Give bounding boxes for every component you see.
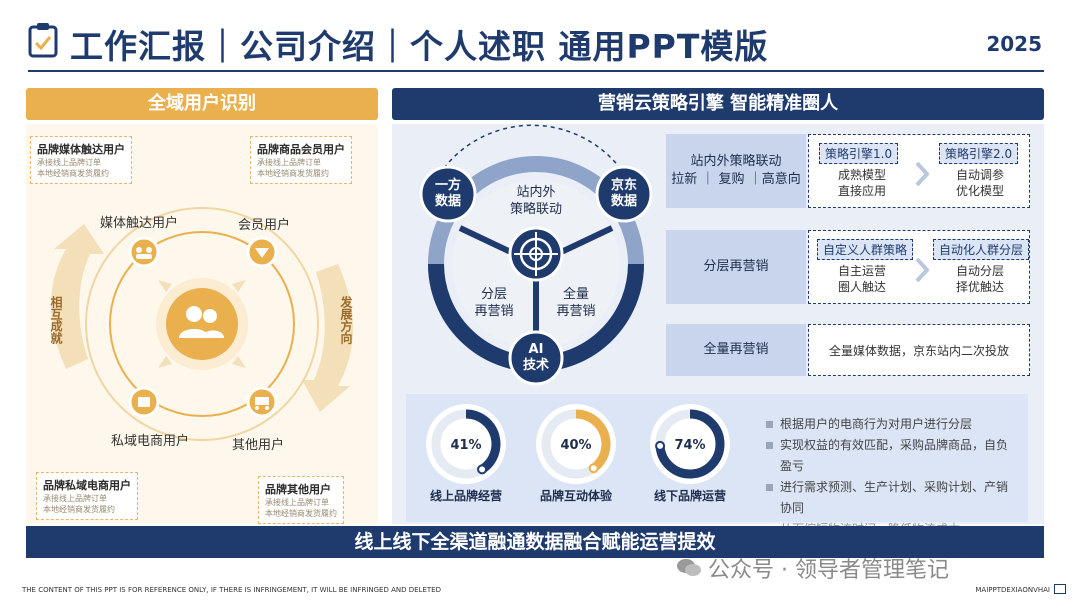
clipboard-icon	[28, 23, 58, 58]
bullet-list: 根据用户的电商行为对用户进行分层 实现权益的有效匹配，采购品牌商品，自负盈亏 进…	[766, 414, 1016, 540]
badge-jd: 京东 数据	[610, 178, 637, 209]
kpi-donut-arc	[465, 409, 501, 474]
strategy-row-tiered: 分层再营销 自定义人群策略 自动化人群分层 自主运营 圈人触达 自动分层 择优触达	[666, 230, 1030, 304]
right-section-banner: 营销云策略引擎 智能精准圈人	[392, 88, 1044, 120]
node-label-private: 私域电商用户	[110, 434, 189, 449]
kpi-value: 74%	[674, 438, 706, 453]
list-item: 实现权益的有效匹配，采购品牌商品，自负盈亏	[766, 435, 1016, 477]
node-label-member: 会员用户	[238, 218, 291, 233]
header: 工作汇报｜公司介绍｜个人述职 通用PPT模版 2025	[28, 14, 1052, 70]
badge-first-party: 一方 数据	[434, 178, 461, 209]
ring-center-label: 站内外 策略联动	[509, 185, 562, 217]
chevron-right-icon	[915, 257, 929, 283]
footer-brand: MAIPPTDEXIAONVHAI	[975, 586, 1050, 594]
first-party-data-badge	[419, 165, 477, 223]
badge-ai: AI 技术	[522, 342, 549, 373]
kpi-label: 线上品牌经营	[429, 489, 502, 503]
strategy-row-joint: 站内外策略联动 拉新 ｜ 复购 ｜高意向 策略引擎1.0 策略引擎2.0 成熟模…	[666, 134, 1030, 208]
kpi-section: 41% 40% 74% 线上品牌经营 品牌互动体验 线下品牌运营 根据用户的电商…	[406, 394, 1028, 536]
right-curved-arrow	[302, 264, 353, 412]
chevron-right-icon	[915, 161, 929, 187]
left-section-banner: 全域用户识别	[26, 88, 378, 120]
user-cycle-diagram	[51, 207, 353, 441]
strategy-row-full: 全量再营销 全量媒体数据，京东站内二次投放	[666, 324, 1030, 376]
callout-member-users: 品牌商品会员用户 承接线上品牌订单 本地经销商发货履约	[250, 136, 352, 184]
auto-tiering-tag: 自动化人群分层	[933, 239, 1030, 260]
other-node-icon	[246, 386, 278, 418]
node-label-other: 其他用户	[232, 438, 285, 453]
callout-other-users: 品牌其他用户 承接线上品牌订单 本地经销商发货履约	[258, 476, 344, 524]
kpi-donut-end-dot	[655, 440, 666, 451]
kpi-donut-end-dot	[477, 464, 488, 475]
right-arrow-label: 发展方向	[339, 296, 353, 344]
custom-audience-tag: 自定义人群策略	[817, 239, 914, 260]
marketing-engine-panel: 一方 数据 京东 数据 AI 技术 站内外 策略联动 分层 再营销 全量 再营销 站内外策略…	[392, 124, 1044, 536]
left-arrow-label: 相互成就	[49, 296, 63, 344]
media-node-icon	[128, 236, 160, 268]
kpi-donut-arc	[575, 409, 611, 472]
kpi-value: 40%	[560, 438, 592, 453]
private-node-icon	[128, 386, 160, 418]
user-identification-panel: 品牌媒体触达用户 承接线上品牌订单 本地经销商发货履约 品牌商品会员用户 承接线…	[26, 124, 378, 524]
callout-private-users: 品牌私域电商用户 承接线上品牌订单 本地经销商发货履约	[36, 472, 138, 520]
kpi-label: 品牌互动体验	[539, 489, 612, 503]
member-node-icon	[246, 236, 278, 268]
wechat-icon	[677, 559, 701, 576]
engine-1-tag: 策略引擎1.0	[819, 143, 899, 164]
brand-logo-icon	[1054, 584, 1066, 594]
kpi-donut-arc	[655, 409, 725, 479]
ai-tech-badge	[508, 330, 564, 386]
node-label-media: 媒体触达用户	[100, 216, 179, 231]
ring-full-label: 全量 再营销	[556, 287, 596, 319]
summary-banner: 线上线下全渠道融通数据融合赋能运营提效	[26, 526, 1044, 558]
left-curved-arrow	[51, 224, 104, 369]
watermark: 公众号 · 领导者管理笔记	[676, 552, 949, 584]
users-icon	[179, 306, 224, 338]
kpi-donut-charts	[426, 404, 730, 484]
ring-tiered-label: 分层 再营销	[474, 287, 514, 319]
list-item: 根据用户的电商行为对用户进行分层	[766, 414, 1016, 435]
year-label: 2025	[986, 32, 1042, 56]
engine-2-tag: 策略引擎2.0	[939, 143, 1019, 164]
footer-disclaimer: THE CONTENT OF THIS PPT IS FOR REFERENCE…	[22, 586, 441, 594]
kpi-donut-end-dot	[588, 463, 599, 474]
strategy-ring-diagram	[419, 124, 652, 386]
header-divider	[28, 70, 1044, 72]
callout-media-users: 品牌媒体触达用户 承接线上品牌订单 本地经销商发货履约	[30, 136, 132, 184]
list-item: 进行需求预测、生产计划、采购计划、产销协同	[766, 477, 1016, 519]
kpi-label: 线下品牌运营	[653, 489, 726, 503]
jd-data-badge	[595, 165, 652, 223]
kpi-value: 41%	[450, 438, 482, 453]
page-title: 工作汇报｜公司介绍｜个人述职 通用PPT模版	[70, 27, 769, 66]
target-icon	[508, 226, 564, 282]
